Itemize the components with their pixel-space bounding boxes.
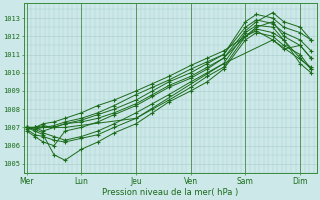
X-axis label: Pression niveau de la mer( hPa ): Pression niveau de la mer( hPa ) <box>102 188 238 197</box>
